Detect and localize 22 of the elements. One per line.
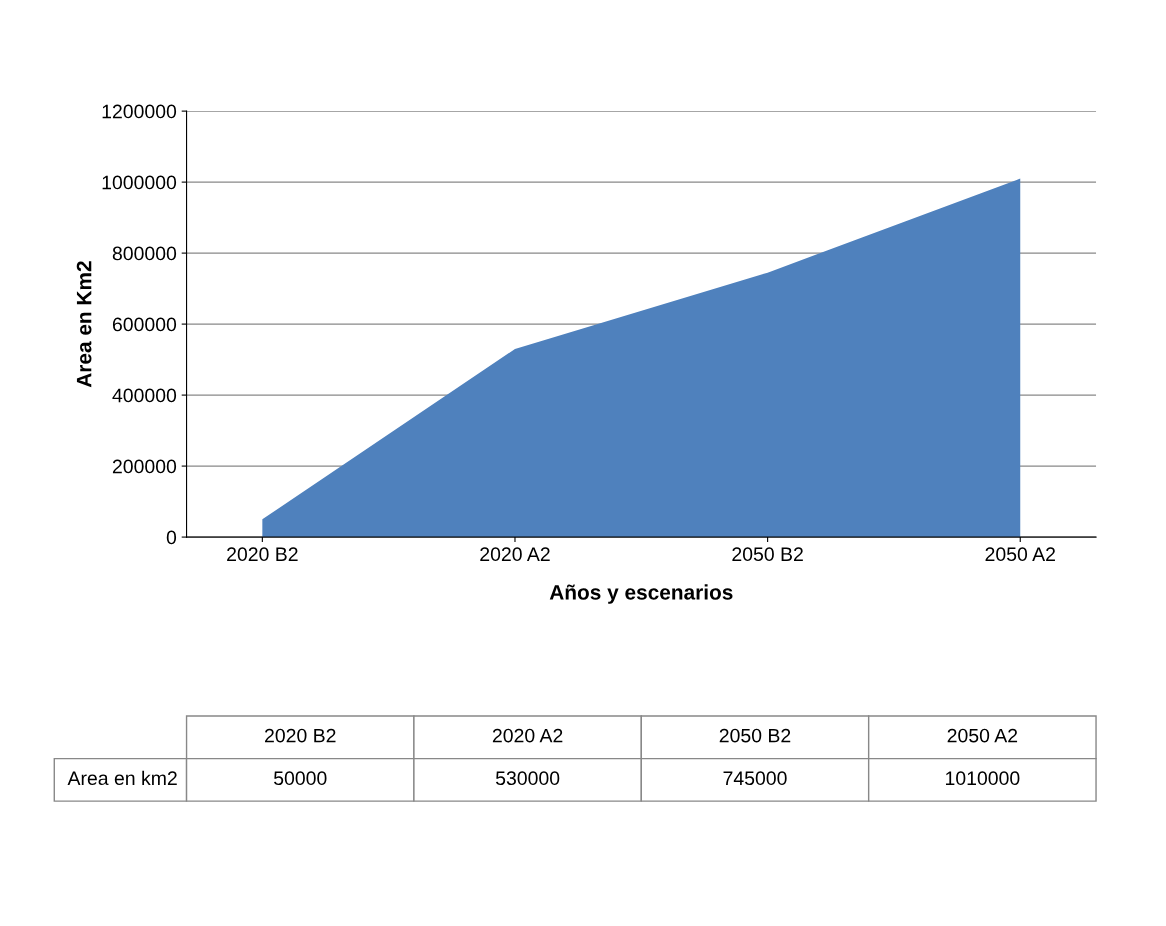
category-label: 2050 A2 <box>947 728 1018 743</box>
text: Area en km2 <box>67 770 177 786</box>
x-tick-label: 2020 B2 <box>227 547 298 562</box>
category-label: 2050 B2 <box>719 728 791 743</box>
y-tick-label: 0 <box>166 530 177 545</box>
y-axis-title: Area en Km2 <box>76 261 92 388</box>
x-axis-title: Años y escenarios <box>549 584 733 604</box>
y-tick-label: 600000 <box>112 317 177 332</box>
y-tick-label: 800000 <box>112 246 177 261</box>
data-label: 745000 <box>723 771 787 786</box>
data-label: 50000 <box>273 771 327 786</box>
y-tick-label: 200000 <box>112 459 177 474</box>
x-tick-label: 2050 B2 <box>732 547 803 562</box>
x-tick-label: 2020 A2 <box>480 547 550 562</box>
category-label: 2020 B2 <box>265 728 336 743</box>
x-tick-label: 2050 A2 <box>985 547 1055 562</box>
data-label: 530000 <box>495 771 560 786</box>
data-label: 1010000 <box>945 771 1020 786</box>
y-tick-label: 400000 <box>112 388 177 403</box>
y-tick-label: 1000000 <box>102 175 177 190</box>
category-label: 2020 A2 <box>492 728 563 743</box>
y-tick-label: 1200000 <box>102 104 177 119</box>
